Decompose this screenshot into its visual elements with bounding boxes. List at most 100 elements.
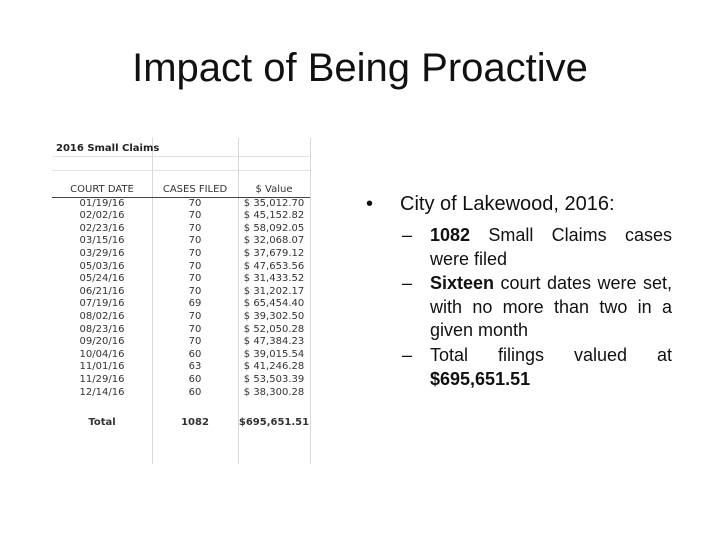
bullet-bold: $695,651.51 [430,368,531,389]
column-header: COURT DATE [52,184,152,198]
total-label: Total [88,416,116,428]
cases-filed-cell: 70 [188,336,202,348]
total-row: Total 1082 $695,651.51 [52,407,310,430]
small-claims-spreadsheet: 2016 Small Claims COURT DATE CASES FILED… [52,138,311,464]
table-row: 10/04/16 60 $ 39,015.54 [52,349,310,362]
court-date-cell: 11/29/16 [79,373,125,385]
main-bullet-text: City of Lakewood, 2016: [400,193,615,215]
sub-bullet: – Sixteen court dates were set, with no … [366,272,672,343]
court-date-cell: 03/15/16 [79,235,125,247]
value-cell: $ 39,015.54 [243,348,305,360]
grid-line [152,138,153,464]
table-row: 12/14/16 60 $ 38,300.28 [52,387,310,400]
grid-line [238,138,239,464]
value-cell: $ 41,246.28 [243,361,305,373]
grid-line [52,156,310,157]
value-cell: $ 65,454.40 [243,298,305,310]
table-row: 07/19/16 69 $ 65,454.40 [52,298,310,311]
court-date-cell: 05/03/16 [79,260,125,272]
court-date-cell: 10/04/16 [79,348,125,360]
court-date-cell: 08/02/16 [79,310,125,322]
cases-filed-cell: 70 [188,210,202,222]
total-cases: 1082 [181,416,209,428]
court-date-cell: 01/19/16 [79,197,125,209]
cases-filed-cell: 70 [188,247,202,259]
sheet-caption: 2016 Small Claims [56,143,160,154]
dash-glyph: – [402,344,413,365]
bullet-dot: • [366,193,374,215]
value-cell: $ 31,202.17 [243,285,305,297]
cases-filed-cell: 70 [188,260,202,272]
bullet-bold: 1082 [430,225,471,245]
value-cell: $ 47,653.56 [243,260,305,272]
value-cell: $ 31,433.52 [243,273,305,285]
cases-filed-cell: 60 [188,373,202,385]
cases-filed-cell: 69 [188,298,202,310]
table-row: 03/15/16 70 $ 32,068.07 [52,235,310,248]
cases-filed-cell: 60 [188,386,202,398]
table-row: 06/21/16 70 $ 31,202.17 [52,286,310,299]
court-date-cell: 06/21/16 [79,285,125,297]
dash-glyph: – [402,225,413,245]
grid-line [52,170,310,171]
value-cell: $ 53,503.39 [243,373,305,385]
value-cell: $ 47,384.23 [243,336,305,348]
table-row: 03/29/16 70 $ 37,679.12 [52,248,310,261]
sub-bullets: – 1082 Small Claims cases were filed – S… [366,224,672,391]
table-row: 08/23/16 70 $ 52,050.28 [52,324,310,337]
value-cell: $ 52,050.28 [243,323,305,335]
value-cell: $ 39,302.50 [243,310,305,322]
table-row: 01/19/16 70 $ 35,012.70 [52,197,310,210]
table-row: 02/23/16 70 $ 58,092.05 [52,223,310,236]
cases-filed-cell: 60 [188,348,202,360]
sub-bullet: – Total filings valued at $695,651.51 [366,344,672,391]
value-cell: $ 35,012.70 [243,197,305,209]
slide-title: Impact of Being Proactive [132,46,588,90]
court-date-cell: 09/20/16 [79,336,125,348]
cases-filed-cell: 70 [188,310,202,322]
cases-filed-cell: 70 [188,285,202,297]
column-header: CASES FILED [152,184,238,198]
bullet-text: Small Claims cases were filed [430,225,672,269]
grid-line [310,138,311,464]
value-cell: $ 37,679.12 [243,247,305,259]
table-row: 05/03/16 70 $ 47,653.56 [52,261,310,274]
court-date-cell: 02/23/16 [79,222,125,234]
table-row: 02/02/16 70 $ 45,152.82 [52,210,310,223]
cases-filed-cell: 70 [188,222,202,234]
table-row: 11/01/16 63 $ 41,246.28 [52,361,310,374]
bullet-text: court dates were set, with no more than … [430,273,672,341]
claims-table: COURT DATE CASES FILED $ Value 01/19/16 7… [52,184,310,430]
main-bullet: • City of Lakewood, 2016: [366,190,672,218]
spacer-cell [238,399,310,407]
bullet-bold: Sixteen [430,273,495,294]
value-cell: $ 58,092.05 [243,222,305,234]
sub-bullet: – 1082 Small Claims cases were filed [366,224,672,271]
table-row: 11/29/16 60 $ 53,503.39 [52,374,310,387]
cases-filed-cell: 70 [188,235,202,247]
cases-filed-cell: 63 [188,361,202,373]
dash-glyph: – [402,273,413,294]
value-cell: $ 32,068.07 [243,235,305,247]
column-header: $ Value [238,184,310,198]
value-cell: $ 38,300.28 [243,386,305,398]
court-date-cell: 03/29/16 [79,247,125,259]
court-date-cell: 11/01/16 [79,361,125,373]
table-row: 08/02/16 70 $ 39,302.50 [52,311,310,324]
cases-filed-cell: 70 [188,197,202,209]
table-header-row: COURT DATE CASES FILED $ Value [52,184,310,198]
table-row: 05/24/16 70 $ 31,433.52 [52,273,310,286]
court-date-cell: 07/19/16 [79,298,125,310]
court-date-cell: 05/24/16 [79,273,125,285]
court-date-cell: 02/02/16 [79,210,125,222]
spacer-cell [152,399,238,407]
value-cell: $ 45,152.82 [243,210,305,222]
court-date-cell: 08/23/16 [79,323,125,335]
bullet-text: Total filings valued at [430,344,672,365]
spacer-cell [52,399,152,407]
court-date-cell: 12/14/16 [79,386,125,398]
cases-filed-cell: 70 [188,273,202,285]
bullet-list: • City of Lakewood, 2016: – 1082 Small C… [366,190,672,392]
cases-filed-cell: 70 [188,323,202,335]
total-value: $695,651.51 [238,416,310,428]
